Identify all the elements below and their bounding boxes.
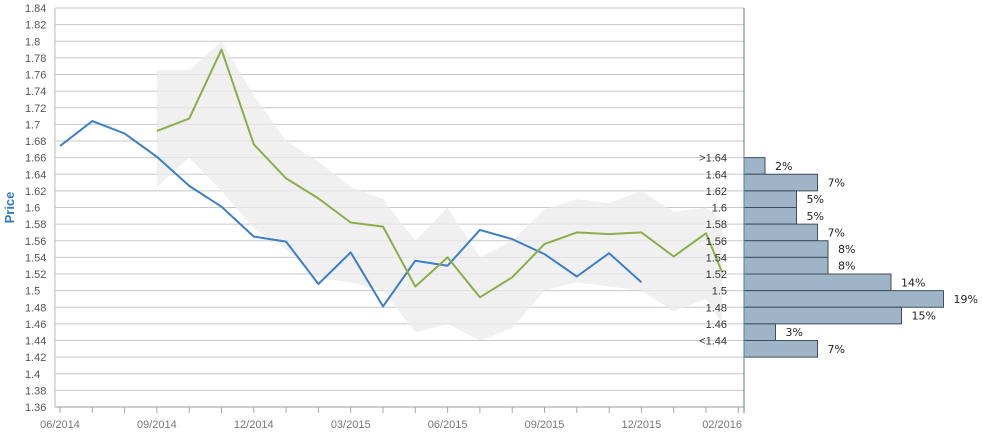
bin-percent: 2% <box>775 160 792 173</box>
distribution-bar <box>743 207 797 225</box>
distribution-bar <box>743 157 766 175</box>
x-tick-labels: 06/2014 09/2014 12/2014 03/2015 06/2015 09/20… <box>40 407 742 431</box>
y-tick-labels: 1.36 1.38 1.4 1.42 1.44 1.46 1.48 1.5 1.52 1.54 1.… <box>25 3 46 414</box>
y-tick-label: 1.46 <box>25 319 46 331</box>
bin-label: 1.62 <box>706 186 727 198</box>
y-tick-label: 1.84 <box>25 3 46 15</box>
distribution-bar <box>743 273 892 292</box>
band-area <box>156 41 723 341</box>
bin-percent: 7% <box>828 177 845 190</box>
y-tick-label: 1.8 <box>25 36 40 48</box>
y-tick-label: 1.38 <box>25 385 46 397</box>
distribution-bar <box>743 173 818 192</box>
y-tick-label: 1.48 <box>25 302 46 314</box>
distribution-bar <box>743 240 829 258</box>
bin-percent: 8% <box>838 243 855 256</box>
distribution-bar <box>743 323 776 341</box>
y-tick-label: 1.76 <box>25 70 46 82</box>
distribution-bars: >1.64 2% 1.64 7% 1.62 5% 1.6 5% 1.58 7% 1.56 8% 1.54… <box>699 153 978 358</box>
bin-percent: 14% <box>901 276 925 289</box>
bin-label: 1.58 <box>706 219 727 231</box>
bin-label: 1.56 <box>706 236 727 248</box>
x-tick-label: 12/2014 <box>234 419 274 431</box>
bin-label: >1.64 <box>699 153 727 165</box>
distribution-bar <box>743 223 818 242</box>
y-tick-label: 1.66 <box>25 153 46 165</box>
y-tick-label: 1.5 <box>25 286 40 298</box>
bin-percent: 5% <box>807 193 824 206</box>
x-tick-label: 02/2016 <box>702 419 742 431</box>
bin-percent: 8% <box>838 260 855 273</box>
distribution-bar <box>743 306 902 325</box>
bin-label: 1.6 <box>712 203 727 215</box>
distribution-bar <box>743 256 829 275</box>
bin-percent: 15% <box>912 310 936 323</box>
x-tick-label: 09/2015 <box>525 419 565 431</box>
y-tick-label: 1.4 <box>25 369 40 381</box>
y-tick-label: 1.54 <box>25 252 46 264</box>
bin-label: 1.54 <box>706 252 727 264</box>
bin-percent: 7% <box>828 226 845 239</box>
bin-label: 1.5 <box>712 286 727 298</box>
bin-label: <1.44 <box>699 336 727 348</box>
grid-lines <box>55 7 744 408</box>
y-tick-label: 1.68 <box>25 136 46 148</box>
series-lines <box>59 48 724 308</box>
y-tick-label: 1.56 <box>25 236 46 248</box>
bin-percent: 3% <box>786 326 803 339</box>
distribution-bar <box>743 340 818 358</box>
bin-percent: 19% <box>954 293 978 306</box>
x-tick-label: 06/2014 <box>40 419 80 431</box>
y-tick-label: 1.36 <box>25 402 46 414</box>
y-tick-label: 1.58 <box>25 219 46 231</box>
y-tick-label: 1.72 <box>25 103 46 115</box>
x-tick-label: 09/2014 <box>137 419 177 431</box>
y-tick-label: 1.64 <box>25 169 46 181</box>
distribution-bar <box>743 290 944 308</box>
bin-label: 1.48 <box>706 302 727 314</box>
bin-label: 1.64 <box>706 169 727 181</box>
y-tick-label: 1.52 <box>25 269 46 281</box>
bin-percent: 5% <box>807 210 824 223</box>
series-line-2 <box>156 48 724 299</box>
y-tick-label: 1.44 <box>25 336 46 348</box>
bin-label: 1.46 <box>706 319 727 331</box>
bin-label: 1.52 <box>706 269 727 281</box>
x-tick-label: 03/2015 <box>331 419 371 431</box>
y-tick-label: 1.78 <box>25 53 46 65</box>
axes <box>54 8 745 413</box>
y-tick-label: 1.42 <box>25 352 46 364</box>
y-tick-label: 1.82 <box>25 20 46 32</box>
distribution-bar <box>743 190 797 208</box>
x-tick-label: 12/2015 <box>622 419 662 431</box>
y-tick-label: 1.7 <box>25 119 40 131</box>
y-tick-label: 1.74 <box>25 86 46 98</box>
confidence-band <box>156 41 723 341</box>
y-tick-label: 1.6 <box>25 203 40 215</box>
y-tick-label: 1.62 <box>25 186 46 198</box>
bin-percent: 7% <box>828 343 845 356</box>
series-line-1 <box>59 120 643 308</box>
y-axis-label: Price <box>2 192 17 224</box>
x-tick-label: 06/2015 <box>428 419 468 431</box>
